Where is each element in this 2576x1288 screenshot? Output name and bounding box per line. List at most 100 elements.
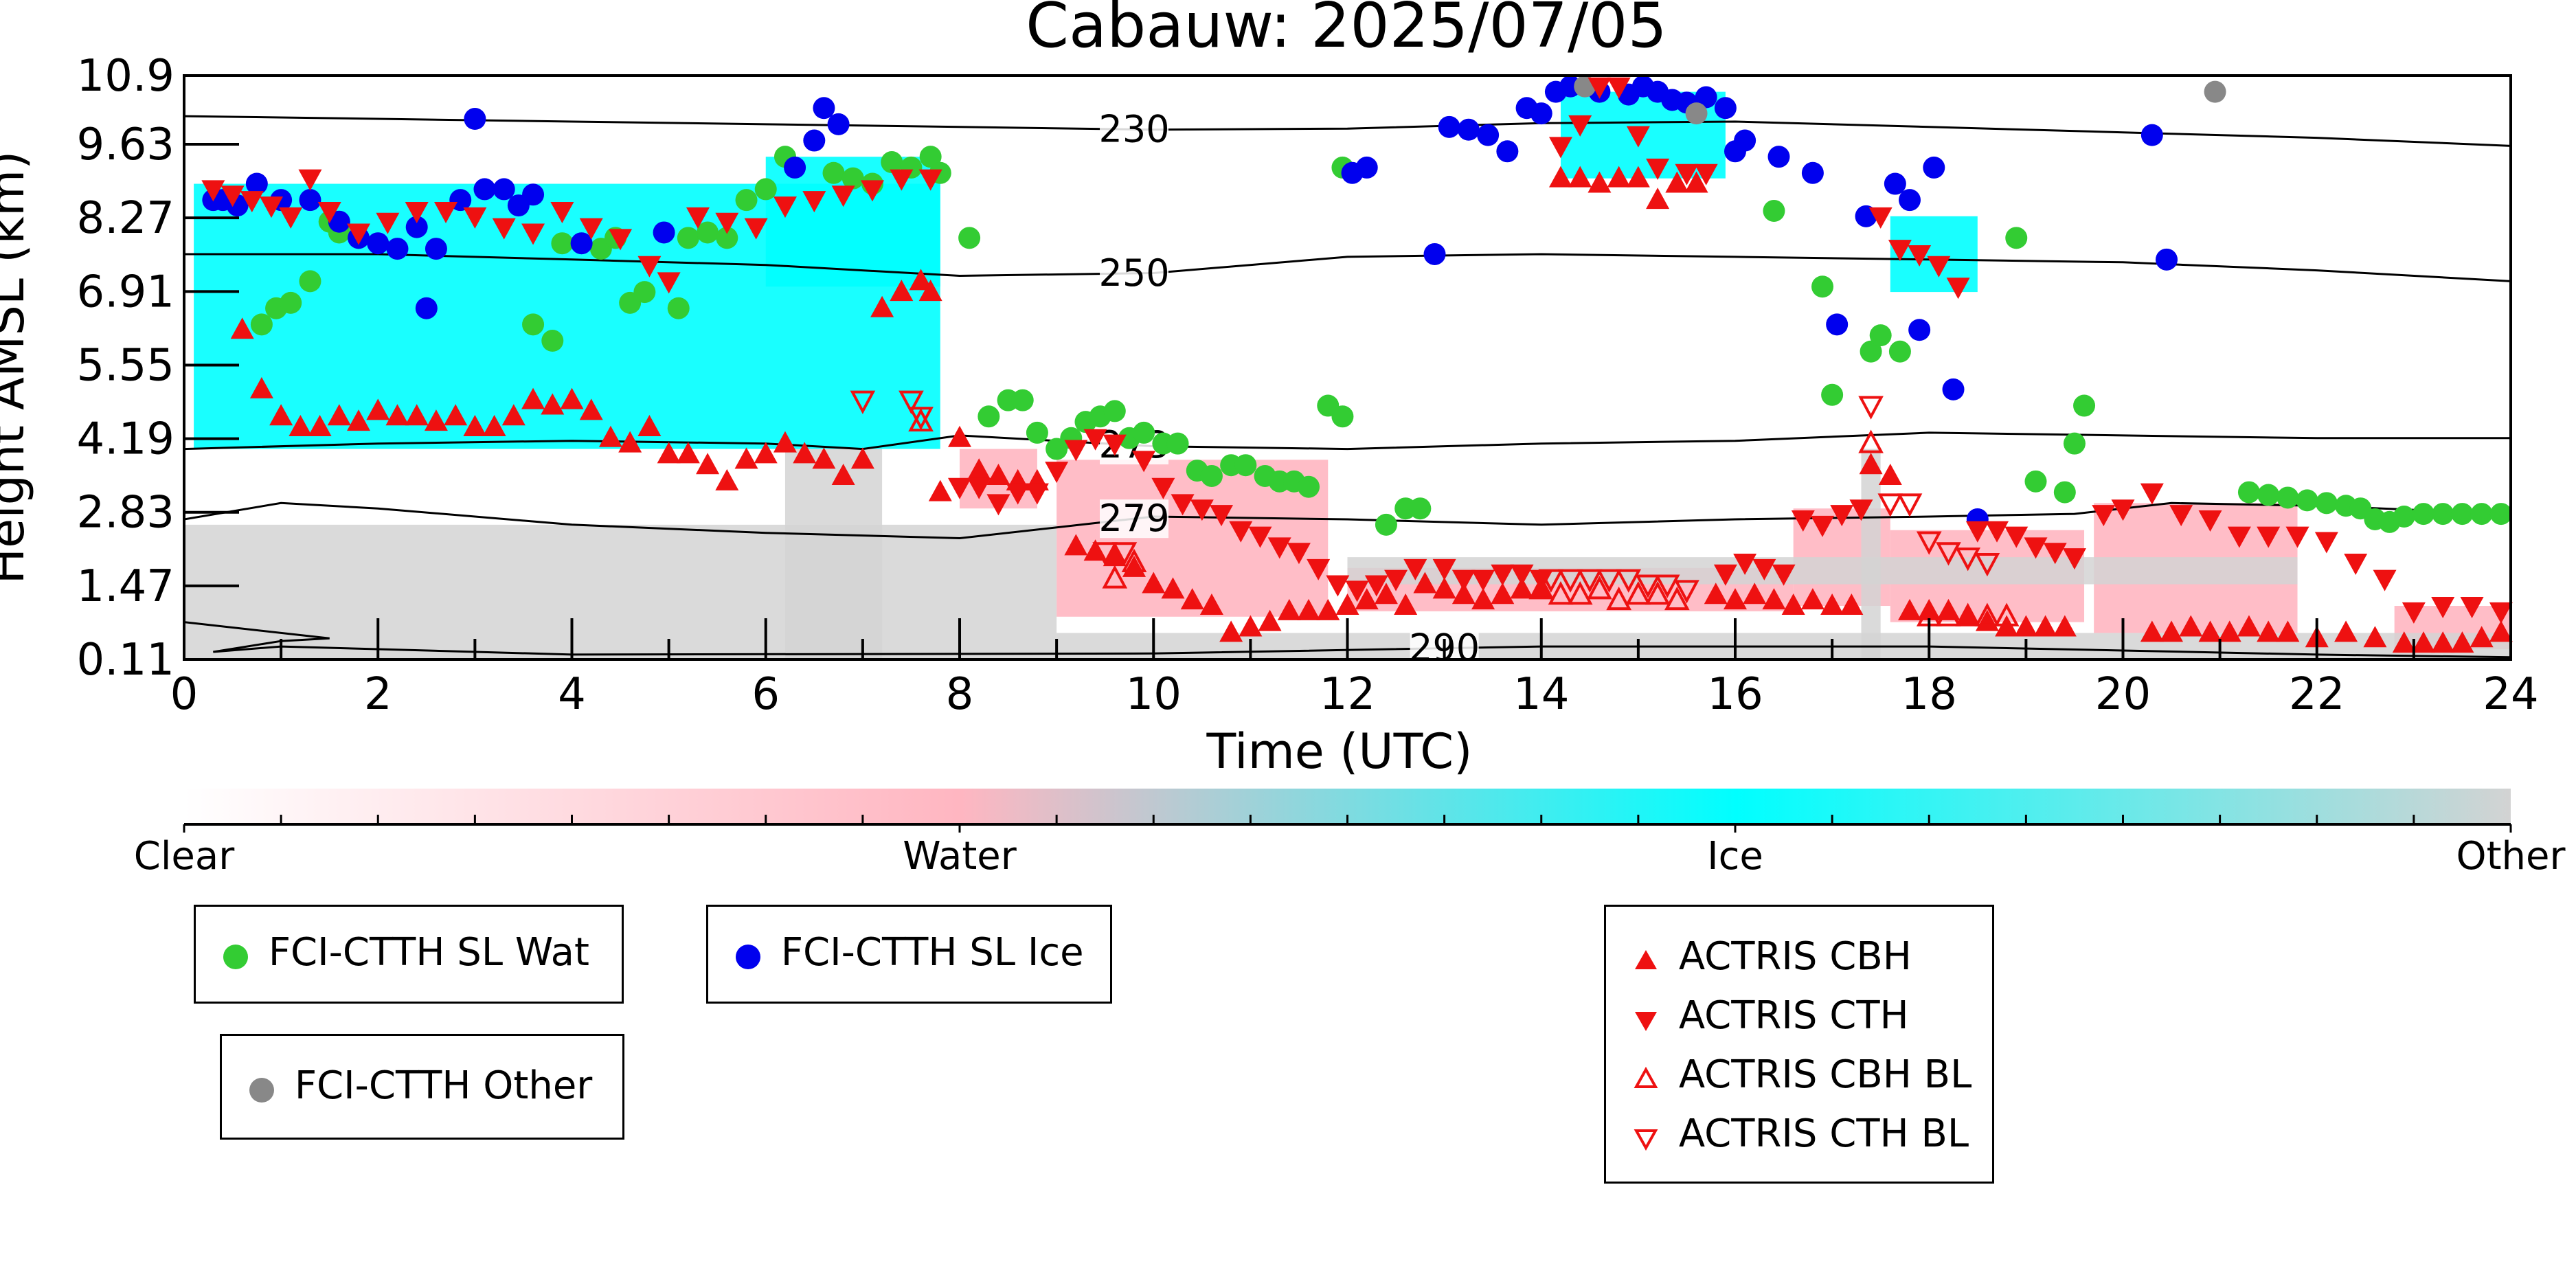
marker-actris-cth [1927, 256, 1951, 278]
marker-actris-cbh [1316, 598, 1340, 620]
legend-other: FCI-CTTH Other [220, 1034, 624, 1140]
marker-actris-cth [890, 169, 914, 191]
marker-actris-cth-bl [1577, 569, 1603, 593]
marker-actris-cbh [444, 404, 468, 426]
x-tick-label: 16 [1707, 669, 1763, 720]
marker-fci-ctth-sl-wat [2432, 503, 2454, 526]
marker-actris-cbh [366, 398, 390, 420]
marker-actris-cbh-bl [1606, 586, 1631, 611]
marker-actris-cbh [1335, 594, 1359, 615]
marker-actris-cth [1151, 477, 1175, 499]
marker-actris-cbh [2160, 620, 2184, 642]
marker-actris-cbh [1142, 572, 1166, 594]
marker-fci-ctth-sl-ice [386, 238, 409, 260]
marker-actris-cth [405, 201, 429, 223]
marker-fci-ctth-sl-wat [1011, 389, 1034, 411]
marker-actris-cth [492, 218, 516, 240]
y-axis: 0.11 1.47 2.83 4.19 5.55 6.91 8.27 9.63 10.9 [77, 51, 239, 686]
marker-actris-cbh [1800, 588, 1824, 610]
marker-actris-cth [1248, 526, 1272, 548]
marker-actris-cth [1713, 564, 1737, 586]
marker-fci-ctth-sl-ice [1530, 102, 1552, 125]
marker-fci-ctth-sl-wat [697, 221, 719, 244]
legend-item-cbh: ACTRIS CBH [1625, 933, 1912, 981]
retrieval-markers [201, 75, 2513, 653]
marker-actris-cth-bl [1616, 569, 1642, 593]
marker-actris-cth [1965, 521, 1989, 543]
marker-fci-ctth-sl-wat [551, 232, 574, 255]
marker-actris-cth [1588, 77, 1612, 99]
marker-fci-ctth-sl-wat [2315, 492, 2338, 515]
marker-actris-cbh [598, 425, 622, 447]
marker-actris-cbh [1548, 166, 1572, 188]
marker-fci-ctth-sl-ice [1801, 161, 1824, 184]
marker-actris-cth-bl [899, 390, 924, 414]
marker-actris-cth [1510, 564, 1534, 586]
marker-actris-cbh [1840, 594, 1864, 615]
marker-actris-cth [2169, 505, 2193, 527]
marker-actris-cth [1171, 494, 1195, 516]
marker-actris-cbh-bl [1955, 602, 1981, 626]
marker-actris-cth [2062, 548, 2086, 570]
y-tick-label: 1.47 [77, 561, 175, 612]
marker-fci-ctth-other [1685, 102, 1708, 125]
marker-actris-cth [1772, 564, 1796, 586]
marker-actris-cth [860, 180, 884, 202]
marker-actris-cth [744, 218, 768, 240]
marker-actris-cth [986, 494, 1010, 516]
marker-actris-cbh [909, 269, 933, 291]
marker-actris-cth [1025, 483, 1049, 505]
marker-actris-cth [918, 169, 942, 191]
marker-actris-cbh [850, 447, 874, 469]
marker-actris-cth [802, 191, 826, 213]
marker-actris-cth [1229, 521, 1253, 543]
marker-actris-cth [2460, 597, 2484, 619]
marker-actris-cth [1491, 564, 1515, 586]
marker-fci-ctth-sl-ice [1496, 140, 1519, 163]
marker-actris-cbh [948, 425, 971, 447]
x-tick-label: 20 [2095, 669, 2151, 720]
marker-actris-cth [686, 207, 710, 229]
marker-actris-cth [2024, 537, 2048, 559]
marker-fci-ctth-sl-wat [1811, 275, 1834, 298]
marker-actris-cbh [1762, 588, 1786, 610]
marker-actris-cth [1908, 245, 1932, 267]
marker-actris-cth [1326, 575, 1350, 597]
marker-actris-cbh [2489, 620, 2513, 642]
legend-label: FCI-CTTH SL Ice [780, 930, 1084, 975]
marker-actris-cbh [579, 398, 603, 420]
marker-actris-cth [948, 477, 971, 499]
marker-actris-cbh [2411, 631, 2435, 653]
marker-actris-cth [2431, 597, 2455, 619]
marker-actris-cbh [773, 431, 797, 453]
marker-fci-ctth-sl-ice [1923, 156, 1945, 179]
marker-actris-cbh [696, 453, 720, 475]
marker-actris-cbh [890, 280, 914, 302]
gray-circle-icon [241, 1064, 282, 1112]
marker-actris-cbh-bl [1645, 581, 1671, 605]
marker-actris-cth [2373, 569, 2397, 591]
marker-fci-ctth-sl-wat [2053, 481, 2076, 504]
marker-actris-cth-bl [1974, 552, 2000, 577]
marker-fci-ctth-sl-wat [1026, 421, 1048, 444]
marker-actris-cbh-bl [1993, 602, 2020, 626]
marker-actris-cbh [618, 431, 642, 453]
marker-actris-cth [1849, 499, 1873, 521]
marker-fci-ctth-sl-wat [754, 178, 777, 201]
marker-actris-cth [240, 191, 264, 213]
marker-fci-ctth-sl-wat [2296, 489, 2318, 512]
x-tick-label: 8 [946, 669, 974, 720]
marker-actris-cth-bl [1538, 569, 1564, 593]
marker-actris-cbh-bl [1664, 586, 1690, 611]
marker-fci-ctth-sl-wat [280, 291, 302, 314]
marker-actris-cbh [327, 404, 351, 426]
marker-actris-cbh [734, 447, 758, 469]
marker-actris-cth [637, 256, 662, 278]
colorbar-label-clear: Clear [134, 834, 235, 879]
marker-fci-ctth-sl-wat [1234, 454, 1257, 477]
marker-actris-cth-bl [1596, 569, 1622, 593]
contour-label-bg [1100, 499, 1169, 539]
y-tick-label: 2.83 [77, 488, 175, 539]
legend-item-other: FCI-CTTH Other [241, 1062, 592, 1110]
marker-actris-cth [1946, 278, 1970, 300]
